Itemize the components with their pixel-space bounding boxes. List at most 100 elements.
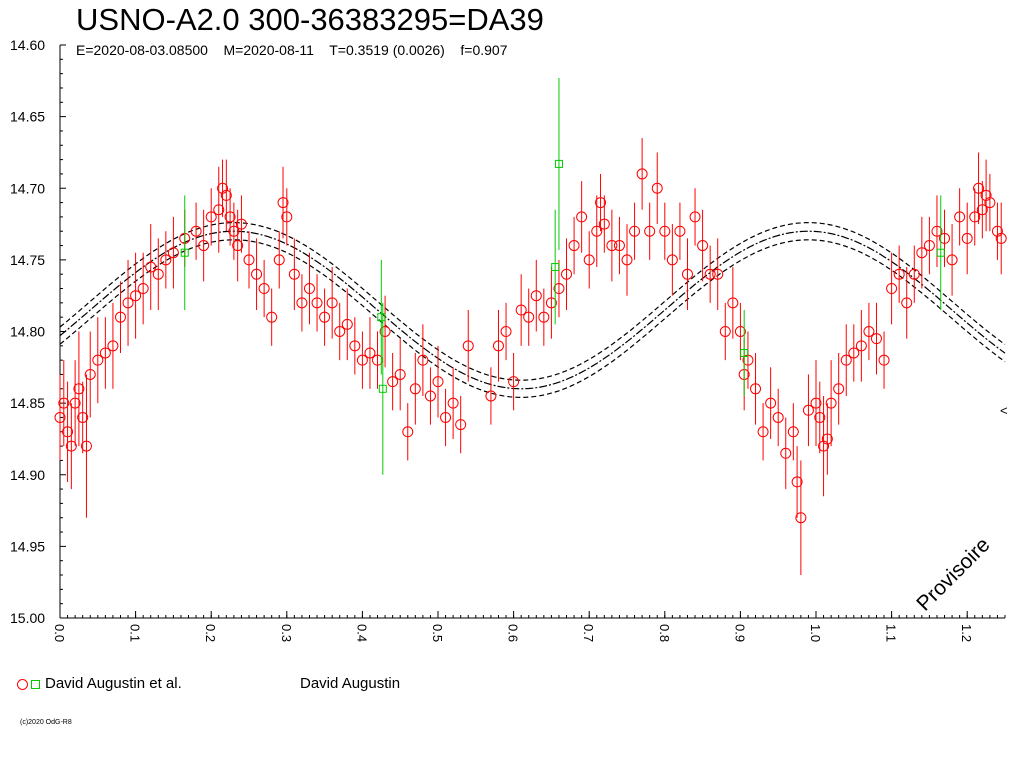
data-point-circle (568, 240, 580, 252)
data-point-circle (69, 397, 81, 409)
data-point-circle (780, 447, 792, 459)
data-point-circle (77, 411, 89, 423)
data-point-square (377, 313, 386, 322)
data-point-circle (595, 197, 607, 209)
data-point-circle (973, 182, 985, 194)
y-tick-label: 14.80 (10, 324, 45, 340)
data-point-circle (923, 240, 935, 252)
data-point-circle (969, 211, 981, 223)
data-point-circle (73, 383, 85, 395)
data-point-circle (772, 411, 784, 423)
chart-subtitle: E=2020-08-03.08500 M=2020-08-11 T=0.3519… (76, 42, 508, 58)
data-point-circle (833, 383, 845, 395)
data-point-circle (893, 268, 905, 280)
data-point-circle (440, 411, 452, 423)
data-point-circle (311, 297, 323, 309)
data-point-circle (840, 354, 852, 366)
data-point-circle (545, 297, 557, 309)
data-point-circle (606, 240, 618, 252)
data-point-circle (750, 383, 762, 395)
data-point-circle (92, 354, 104, 366)
data-point-circle (674, 225, 686, 237)
data-point-circle (765, 397, 777, 409)
data-point-circle (84, 368, 96, 380)
data-point-circle (198, 240, 210, 252)
x-tick-label: 0.5 (430, 624, 445, 642)
data-point-circle (232, 240, 244, 252)
data-point-circle (704, 268, 716, 280)
data-point-circle (349, 340, 361, 352)
y-tick-label: 14.65 (10, 109, 45, 125)
x-tick-label: 1.1 (884, 624, 899, 642)
data-point-circle (980, 189, 992, 201)
data-point-circle (666, 254, 678, 266)
data-point-circle (394, 368, 406, 380)
data-point-square (554, 159, 563, 168)
data-point-circle (296, 297, 308, 309)
data-point-circle (629, 225, 641, 237)
copyright-note: (c)2020 OdG-R8 (20, 719, 72, 726)
data-point-circle (818, 440, 830, 452)
data-point-circle (334, 326, 346, 337)
y-tick-label: 14.70 (10, 180, 45, 196)
data-point-circle (659, 225, 671, 237)
data-point-circle (266, 311, 278, 323)
data-point-circle (651, 182, 663, 194)
data-point-circle (984, 197, 996, 209)
data-point-circle (961, 232, 973, 244)
data-point-circle (462, 340, 474, 352)
model-curve-line (59, 221, 1006, 381)
x-tick-label: 0.9 (732, 624, 747, 642)
data-point-circle (515, 304, 527, 316)
data-point-circle (492, 340, 504, 352)
data-point-circle (825, 397, 837, 409)
data-point-circle (273, 254, 285, 266)
data-point-circle (130, 290, 142, 302)
legend-entry-observer: David Augustin (300, 675, 401, 692)
x-tick-label: 0.8 (657, 624, 672, 642)
data-point-circle (356, 354, 368, 366)
chart-title: USNO-A2.0 300-36383295=DA39 (76, 2, 544, 37)
model-curve (59, 221, 1006, 399)
epoch-label: E=2020-08-03.08500 (76, 42, 208, 58)
data-point-circle (58, 397, 70, 409)
model-curve-line (59, 230, 1006, 390)
data-point-circle (65, 440, 77, 452)
y-tick-label: 15.00 (10, 610, 45, 626)
data-point-circle (80, 440, 92, 452)
data-point-circle (341, 318, 353, 330)
data-point-circle (848, 347, 860, 359)
data-point-circle (561, 268, 573, 280)
data-point-circle (719, 326, 731, 337)
data-point-circle (538, 311, 550, 323)
data-point-circle (991, 225, 1003, 237)
x-tick-label: 0.3 (279, 624, 294, 642)
data-point-circle (220, 189, 232, 201)
data-point-square (180, 248, 189, 257)
data-point-circle (224, 211, 236, 223)
data-point-circle (644, 225, 656, 237)
data-point-circle (734, 326, 746, 337)
data-point-circle (583, 254, 595, 266)
data-point-circle (152, 268, 164, 280)
x-tick-label: 1.0 (808, 624, 823, 642)
data-point-circle (402, 426, 414, 438)
mean-date-label: M=2020-08-11 (223, 42, 314, 58)
data-point-circle (160, 254, 172, 266)
data-point-circle (251, 268, 263, 280)
data-point-circle (810, 397, 822, 409)
data-point-circle (712, 268, 724, 280)
data-point-circle (878, 354, 890, 366)
data-point-circle (500, 326, 512, 337)
data-point-circle (145, 261, 157, 273)
data-point-circle (137, 283, 149, 295)
data-point-circle (387, 376, 399, 388)
data-point-square (551, 263, 560, 272)
data-point-circle (939, 232, 951, 244)
data-point-circle (995, 232, 1007, 244)
data-point-circle (954, 211, 966, 223)
data-point-circle (795, 512, 807, 524)
data-point-circle (54, 411, 66, 423)
data-point-circle (277, 197, 289, 209)
y-tick-label: 14.60 (10, 37, 45, 53)
